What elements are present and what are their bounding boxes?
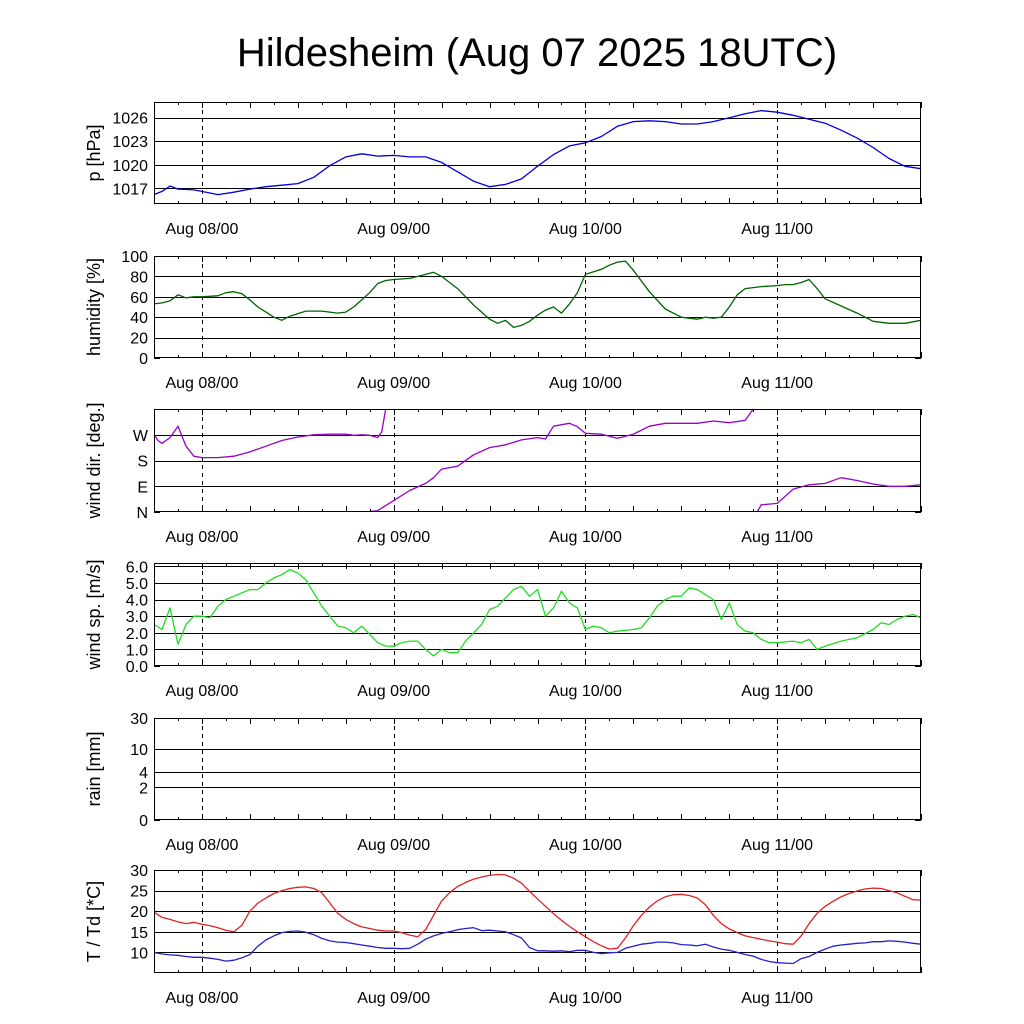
xtick-label: Aug 08/00 [165,837,238,854]
series-line-wind_direction-0 [154,409,921,512]
series-line-temperature-t [154,873,921,950]
ytick-label-rain: 10 [130,742,148,759]
xtick-label: Aug 10/00 [549,837,622,854]
y-axis-label-pressure: p [hPa] [84,124,104,181]
panel-rain: 0 24 10 30 Aug 08/00 Aug 09/00 Aug 10/00 Aug 11… [84,711,922,854]
ytick-label-temperature: 15 [130,925,148,942]
ytick-label-wind_speed: 1.0 [126,642,148,659]
panel-pressure: 1017 1020 1023 1026 Aug 08/00 Aug 09/00 Aug 10… [84,102,922,238]
xtick-label: Aug 09/00 [357,375,430,392]
series-line-humidity-0 [154,260,921,329]
xtick-label: Aug 10/00 [549,375,622,392]
ytick-label-rain: 30 [130,711,148,728]
y-axis-label-temperature: T / Td [*C] [84,881,104,962]
xtick-label: Aug 08/00 [165,683,238,700]
panel-frame [154,409,921,512]
chart-title: Hildesheim (Aug 07 2025 18UTC) [237,31,837,75]
xtick-label: Aug 11/00 [741,221,813,238]
xtick-label: Aug 09/00 [357,837,430,854]
ytick-label-humidity: 40 [130,310,148,327]
panel-frame [154,256,921,358]
ytick-label-temperature: 30 [130,863,148,880]
ytick-label-rain: 0 [139,813,148,830]
xtick-label: Aug 09/00 [357,683,430,700]
ytick-label-wind_speed: 5.0 [126,576,148,593]
ytick-label-pressure: 1023 [112,134,148,151]
series-line-temperature-td [154,927,921,965]
ytick-label-temperature: 10 [130,945,148,962]
xtick-label: Aug 08/00 [165,529,238,546]
xtick-label: Aug 10/00 [549,529,622,546]
ytick-label-pressure: 1017 [112,181,148,198]
ytick-label-temperature: 25 [130,884,148,901]
ytick-label-humidity: 0 [139,351,148,368]
ytick-label-rain: 4 [139,765,148,782]
ytick-label-wind_direction: S [137,454,148,471]
ytick-label-wind_speed: 2.0 [126,626,148,643]
y-axis-label-humidity: humidity [%] [84,258,104,356]
xtick-label: Aug 09/00 [357,990,430,1007]
xtick-label: Aug 11/00 [741,529,813,546]
xtick-label: Aug 08/00 [165,990,238,1007]
xtick-label: Aug 09/00 [357,221,430,238]
xtick-label: Aug 11/00 [741,837,813,854]
xtick-label: Aug 11/00 [741,375,813,392]
ytick-label-pressure: 1020 [112,158,148,175]
xtick-label: Aug 09/00 [357,529,430,546]
ytick-label-wind_speed: 6.0 [126,559,148,576]
series-line-wind_speed-0 [154,568,921,657]
ytick-label-humidity: 60 [130,290,148,307]
ytick-label-wind_speed: 3.0 [126,609,148,626]
ytick-label-humidity: 80 [130,269,148,286]
xtick-label: Aug 10/00 [549,221,622,238]
xtick-label: Aug 08/00 [165,375,238,392]
panel-frame [154,870,921,973]
panel-humidity: 0 20 40 60 80 100 Aug 08/00 Aug 09/00 Aug 10/00 A… [84,249,922,392]
ytick-label-temperature: 20 [130,904,148,921]
ytick-label-wind_speed: 0.0 [126,659,148,676]
panel-frame [154,718,921,820]
xtick-label: Aug 10/00 [549,990,622,1007]
panel-temperature: 10 15 20 25 30 Aug 08/00 Aug 09/00 Aug 10/00 Aug… [84,863,922,1007]
ytick-label-pressure: 1026 [112,111,148,128]
y-axis-label-rain: rain [mm] [84,731,104,806]
series-line-pressure-0 [154,109,921,196]
y-axis-label-wind_direction: wind dir. [deg.] [84,402,104,519]
ytick-label-humidity: 100 [121,249,148,266]
ytick-label-wind_direction: N [136,505,148,522]
ytick-label-rain: 2 [139,780,148,797]
ytick-label-wind_direction: W [133,428,149,445]
panel-wind_speed: 0.01.02.03.04.05.06.0 Aug 08/00 Aug 09/00 A… [84,559,922,700]
xtick-label: Aug 08/00 [165,221,238,238]
ytick-label-humidity: 20 [130,331,148,348]
panel-frame [154,102,921,204]
xtick-label: Aug 11/00 [741,683,813,700]
xtick-label: Aug 10/00 [549,683,622,700]
ytick-label-wind_direction: E [137,479,148,496]
xtick-label: Aug 11/00 [741,990,813,1007]
y-axis-label-wind_speed: wind sp. [m/s] [84,559,104,670]
ytick-label-wind_speed: 4.0 [126,593,148,610]
panel-frame [154,563,921,666]
